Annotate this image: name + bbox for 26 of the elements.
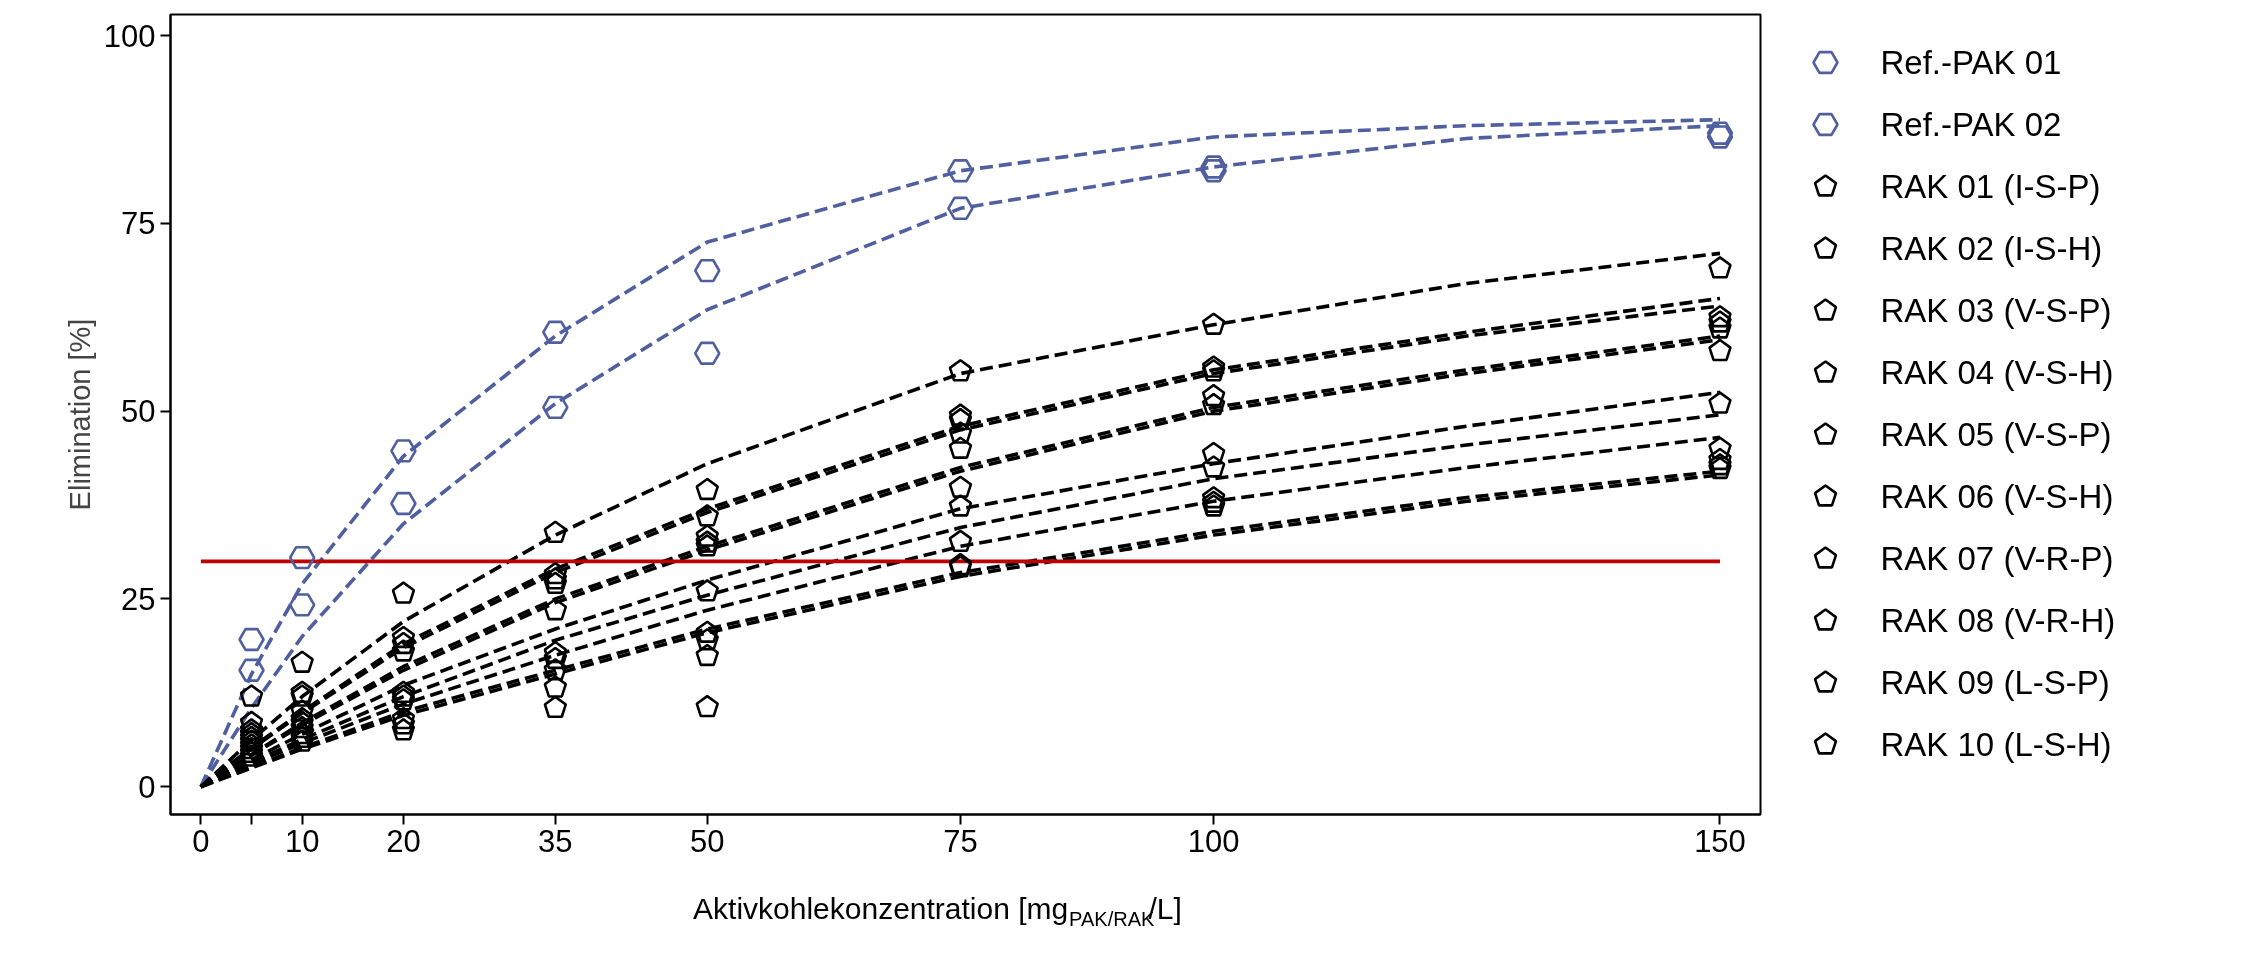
x-tick-label: 100 <box>1187 823 1240 859</box>
legend-label: RAK 06 (V-S-H) <box>1880 478 2114 515</box>
y-tick-label: 0 <box>138 769 156 805</box>
y-axis-title: Elimination [%] <box>63 318 96 511</box>
x-tick-label: 50 <box>690 823 725 859</box>
legend-label: RAK 03 (V-S-P) <box>1880 292 2112 329</box>
x-tick-label: 35 <box>538 823 573 859</box>
x-tick-label: 20 <box>386 823 421 859</box>
y-tick-label: 25 <box>121 581 156 617</box>
x-tick-label: 75 <box>943 823 978 859</box>
legend-label: RAK 04 (V-S-H) <box>1880 354 2114 391</box>
legend-label: RAK 01 (I-S-P) <box>1880 168 2101 205</box>
legend-label: RAK 05 (V-S-P) <box>1880 416 2112 453</box>
legend-label: RAK 08 (V-R-H) <box>1880 602 2116 639</box>
x-tick-label: 0 <box>192 823 210 859</box>
legend-label: RAK 09 (L-S-P) <box>1880 664 2110 701</box>
legend-label: Ref.-PAK 01 <box>1880 44 2062 81</box>
legend-label: RAK 02 (I-S-H) <box>1880 230 2103 267</box>
legend-label: RAK 07 (V-R-P) <box>1880 540 2114 577</box>
legend-label: Ref.-PAK 02 <box>1880 106 2062 143</box>
x-tick-label: 150 <box>1694 823 1746 859</box>
legend-label: RAK 10 (L-S-H) <box>1880 726 2112 763</box>
y-tick-label: 50 <box>121 394 156 430</box>
y-tick-label: 75 <box>121 206 156 242</box>
x-tick-label: 10 <box>284 823 320 859</box>
y-tick-label: 100 <box>103 18 156 54</box>
